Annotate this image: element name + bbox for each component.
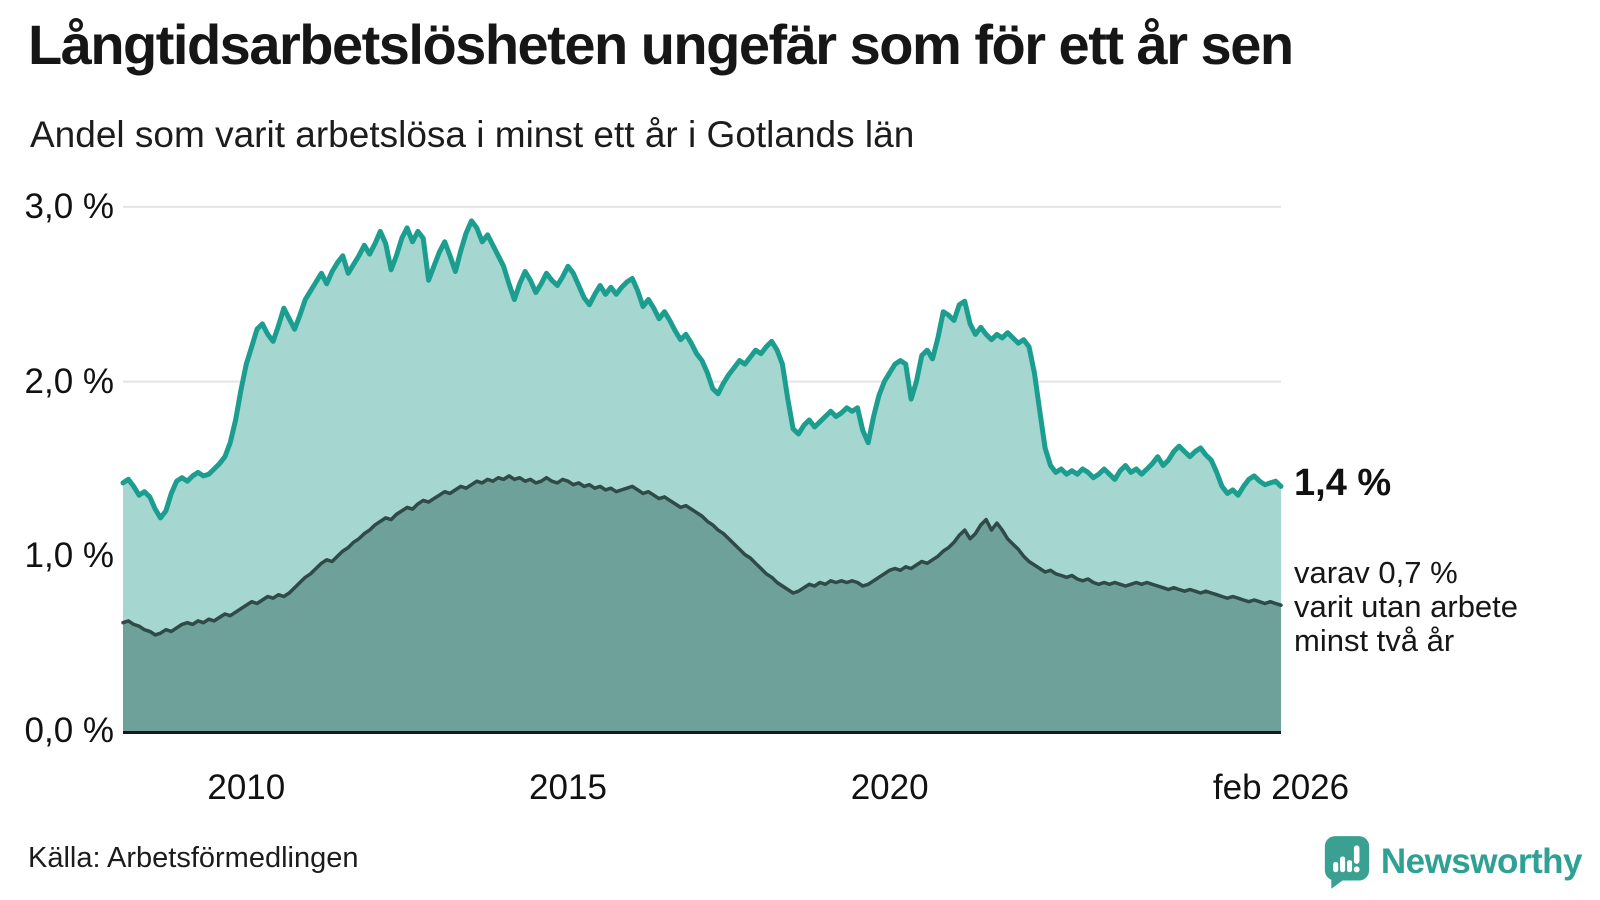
source-caption: Källa: Arbetsförmedlingen (28, 842, 359, 874)
x-axis-tick-2015: 2015 (529, 768, 607, 807)
series2-annotation: varav 0,7 % varit utan arbete minst två … (1294, 556, 1518, 658)
annotation-line-2: varit utan arbete (1294, 589, 1519, 624)
page-title: Långtidsarbetslösheten ungefär som för e… (28, 13, 1294, 76)
x-axis-tick-2010: 2010 (207, 768, 286, 807)
annotation-line-3: minst två år (1294, 623, 1455, 658)
x-axis-tick-2020: 2020 (850, 768, 929, 807)
chart-subtitle: Andel som varit arbetslösa i minst ett å… (30, 114, 915, 155)
brand-logo: Newsworthy (1323, 834, 1583, 890)
y-axis-tick-2: 2,0 % (24, 361, 115, 401)
brand-wordmark: Newsworthy (1380, 842, 1583, 881)
annotation-line-1: varav 0,7 % (1294, 555, 1458, 590)
x-axis-tick-feb-2026: feb 2026 (1212, 768, 1350, 807)
newsworthy-icon (1324, 836, 1369, 889)
y-axis-tick-0: 0,0 % (24, 711, 115, 750)
y-axis-tick-3: 3,0 % (24, 186, 115, 226)
latest-value-label: 1,4 % (1294, 462, 1392, 504)
y-axis-tick-1: 1,0 % (24, 536, 115, 576)
